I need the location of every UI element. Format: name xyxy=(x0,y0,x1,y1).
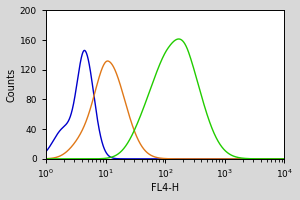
X-axis label: FL4-H: FL4-H xyxy=(151,183,179,193)
Y-axis label: Counts: Counts xyxy=(7,68,17,102)
